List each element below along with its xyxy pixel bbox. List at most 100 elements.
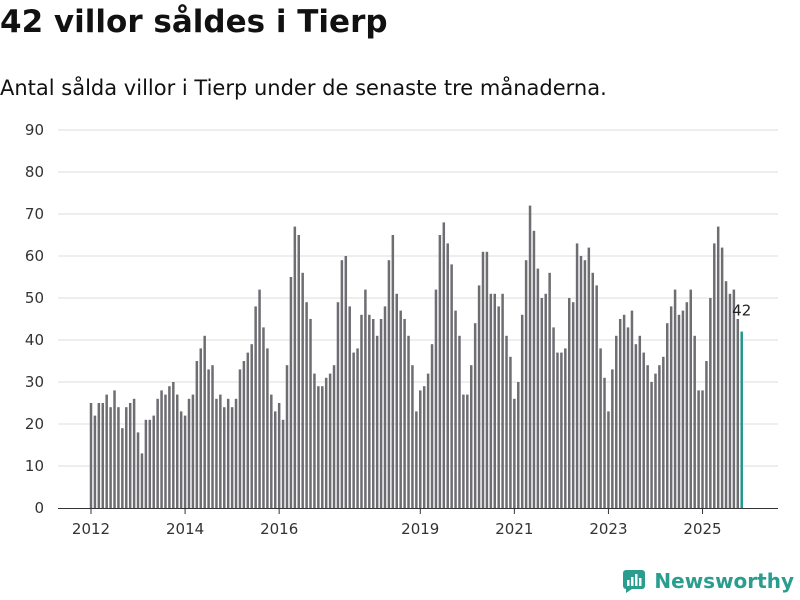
bar [89,403,93,508]
bar [187,398,191,508]
bar [136,432,140,508]
bar [203,335,206,508]
bar [140,453,144,508]
bar [618,319,622,508]
bar [379,319,383,508]
bar [603,377,606,508]
bar [497,306,500,508]
bar [685,302,689,508]
bar [368,314,371,508]
bar [536,268,540,508]
bar [175,394,179,508]
bar [595,285,598,508]
bar [720,247,724,508]
bar [195,361,199,508]
bar [219,394,222,508]
bar [552,327,555,508]
bar [281,419,285,508]
bar [168,386,171,508]
bar [450,264,453,508]
bar [697,390,700,508]
bar [344,256,348,508]
bar [179,411,183,508]
bar [462,394,465,508]
bar [277,403,281,508]
bar [352,352,355,508]
bar [301,272,304,508]
bar [242,361,246,508]
bar [724,281,728,508]
bar [340,260,344,508]
bar [148,419,152,508]
x-tick-label: 2019 [401,520,439,538]
bar [407,335,410,508]
bar [579,256,583,508]
bar [638,335,642,508]
bar [360,314,363,508]
bar [669,306,673,508]
bar [321,386,324,508]
bar [567,298,571,508]
bar [207,369,210,508]
bar [532,230,536,509]
bar [615,335,618,508]
bar [587,247,591,508]
y-tick-label: 50 [25,289,44,307]
bar [422,386,426,508]
bar [113,390,116,508]
bar [156,398,159,508]
bar [520,314,524,508]
bar [650,382,653,508]
bar [493,293,497,508]
bar [564,348,567,508]
bar [332,365,336,508]
bar [466,394,469,508]
bar [317,386,320,508]
bar [324,377,328,508]
bar [689,289,693,508]
bar [430,344,434,508]
y-tick-label: 20 [25,415,44,433]
bar [395,293,399,508]
bar [728,293,732,508]
x-tick-label: 2012 [72,520,110,538]
bar [575,243,579,508]
bar [289,277,293,508]
bar [517,382,520,508]
y-tick-label: 40 [25,331,44,349]
y-tick-label: 90 [25,121,44,139]
bar [458,335,461,508]
bar [234,398,238,508]
bar [211,365,214,508]
bar [434,289,438,508]
bar [93,415,97,508]
bar [481,251,485,509]
bar [117,407,120,508]
bar [693,335,696,508]
bar [583,260,587,508]
bar [732,289,736,508]
bar [705,361,708,508]
bar [622,314,626,508]
chart-title: 42 villor såldes i Tierp [0,4,388,40]
bar [250,344,253,508]
y-tick-label: 10 [25,457,44,475]
bar [556,352,559,508]
bar [375,335,379,508]
bar [125,407,128,508]
bar [364,289,367,508]
x-tick-label: 2023 [589,520,627,538]
bar [513,398,516,508]
chart-subtitle: Antal sålda villor i Tierp under de sena… [0,76,607,100]
y-tick-label: 30 [25,373,44,391]
bar [309,319,312,508]
bar [191,394,195,508]
bar [132,398,136,508]
bar [736,319,740,508]
bar [313,373,316,508]
bar [681,310,685,508]
bar [642,352,645,508]
bar [121,428,124,508]
bar-chart: 0 10 20 30 40 50 60 70 80 90 2012 2014 2016 2019 2021 2… [25,121,778,538]
bar [348,306,351,508]
